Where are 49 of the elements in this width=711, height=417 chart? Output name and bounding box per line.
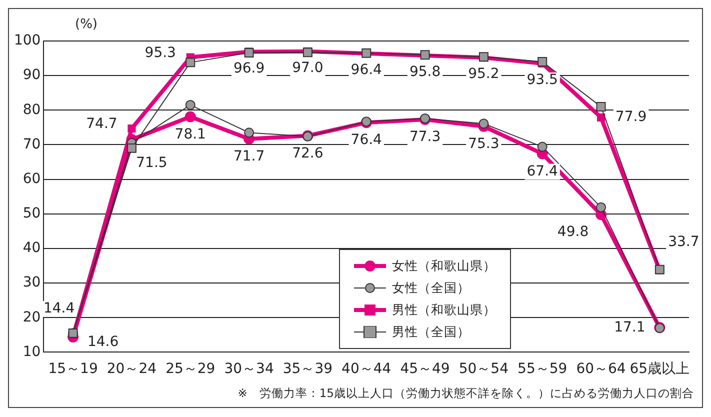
y-tick-label: 90 bbox=[22, 67, 41, 84]
y-axis-title: (%) bbox=[75, 17, 98, 32]
data-label: 14.4 bbox=[43, 300, 75, 317]
data-label: 33.7 bbox=[668, 234, 700, 250]
x-tick-label: 40～44 bbox=[342, 361, 392, 378]
data-label: 71.5 bbox=[136, 155, 168, 172]
legend-label: 男性（全国） bbox=[392, 324, 470, 340]
y-tick-label: 60 bbox=[22, 170, 41, 187]
x-tick-label: 50～54 bbox=[458, 361, 509, 378]
data-label: 77.9 bbox=[615, 109, 647, 126]
data-label: 95.3 bbox=[144, 44, 176, 61]
y-tick-label: 30 bbox=[22, 274, 41, 291]
x-tick-label: 55～59 bbox=[518, 361, 568, 378]
data-label: 96.9 bbox=[233, 60, 265, 76]
y-tick-label: 70 bbox=[22, 136, 41, 152]
data-label: 93.5 bbox=[526, 72, 558, 88]
x-tick-label: 20～24 bbox=[106, 361, 157, 378]
data-label: 17.1 bbox=[614, 319, 646, 336]
data-label: 67.4 bbox=[526, 163, 558, 180]
data-label: 95.2 bbox=[468, 66, 500, 82]
x-tick-label: 65歳以上 bbox=[630, 361, 690, 378]
x-tick-label: 15～19 bbox=[48, 361, 98, 378]
y-tick-label: 80 bbox=[22, 102, 41, 118]
y-tick-label: 100 bbox=[14, 32, 41, 49]
data-label: 97.0 bbox=[292, 60, 324, 76]
legend-label: 女性（和歌山県） bbox=[392, 258, 496, 274]
data-label: 96.4 bbox=[350, 62, 382, 78]
y-tick-label: 40 bbox=[22, 240, 41, 256]
text: ※ 労働力率：15歳以上人口（労働力状態不詳を除く。）に占める労働力人口の割合 bbox=[238, 386, 694, 401]
x-tick-label: 60～64 bbox=[576, 361, 626, 378]
data-label: 78.1 bbox=[174, 126, 206, 142]
data-label: 49.8 bbox=[557, 224, 589, 240]
data-label: 74.7 bbox=[86, 116, 118, 132]
legend-label: 女性（全国） bbox=[392, 280, 470, 296]
data-label: 14.6 bbox=[87, 334, 119, 350]
data-label: 72.6 bbox=[292, 145, 324, 162]
data-label: 75.3 bbox=[468, 136, 500, 152]
data-label: 77.3 bbox=[409, 129, 441, 146]
data-label: 76.4 bbox=[350, 132, 382, 148]
x-tick-label: 35～39 bbox=[282, 361, 333, 378]
x-tick-label: 25～29 bbox=[166, 361, 216, 378]
y-tick-label: 50 bbox=[22, 206, 41, 222]
y-tick-label: 20 bbox=[22, 309, 41, 326]
data-label: 95.8 bbox=[409, 64, 441, 80]
x-tick-label: 45～49 bbox=[400, 361, 450, 378]
y-tick-label: 10 bbox=[22, 344, 41, 360]
data-label: 71.7 bbox=[233, 148, 265, 164]
legend-label: 男性（和歌山県） bbox=[392, 302, 496, 318]
x-tick-label: 30～34 bbox=[224, 361, 274, 378]
